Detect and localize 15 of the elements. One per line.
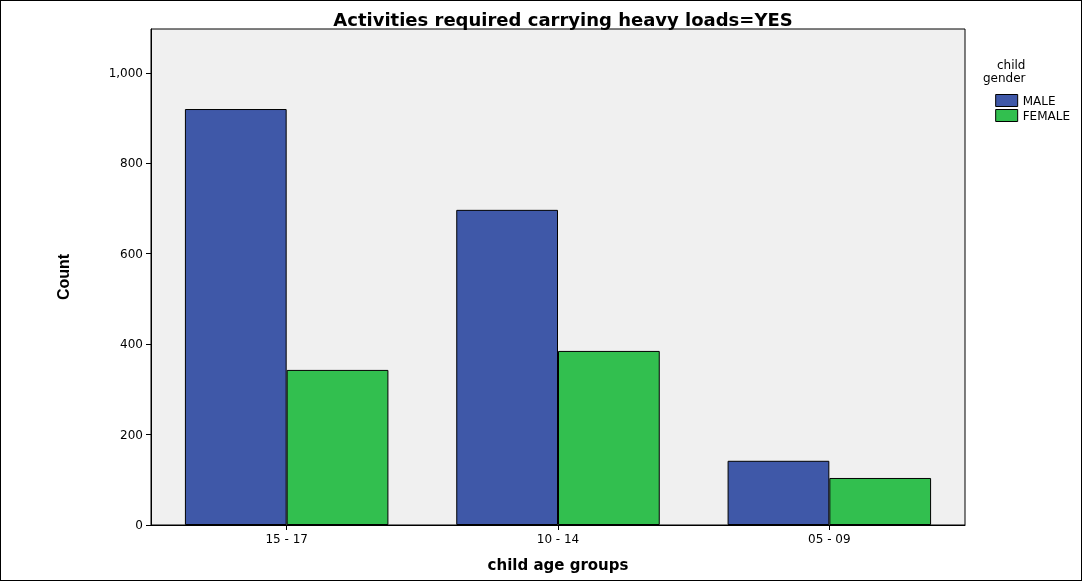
legend-title: child gender xyxy=(982,57,1026,85)
legend-label: FEMALE xyxy=(1022,108,1071,123)
legend-label: MALE xyxy=(1022,93,1056,108)
y-tick-label: 1,000 xyxy=(108,65,143,80)
y-tick-label: 200 xyxy=(120,427,143,442)
x-tick-label: 10 - 14 xyxy=(536,532,580,546)
y-axis-title: Count xyxy=(54,253,72,301)
y-tick-label: 800 xyxy=(120,156,143,171)
chart-title: Activities required carrying heavy loads=YES xyxy=(333,8,793,30)
x-tick-label: 15 - 17 xyxy=(265,532,308,546)
y-tick-label: 400 xyxy=(120,337,143,352)
y-tick-label: 0 xyxy=(135,518,143,532)
x-axis-title: child age groups xyxy=(487,555,629,574)
y-tick-label: 600 xyxy=(120,246,143,261)
x-tick-label: 05 - 09 xyxy=(808,532,851,546)
